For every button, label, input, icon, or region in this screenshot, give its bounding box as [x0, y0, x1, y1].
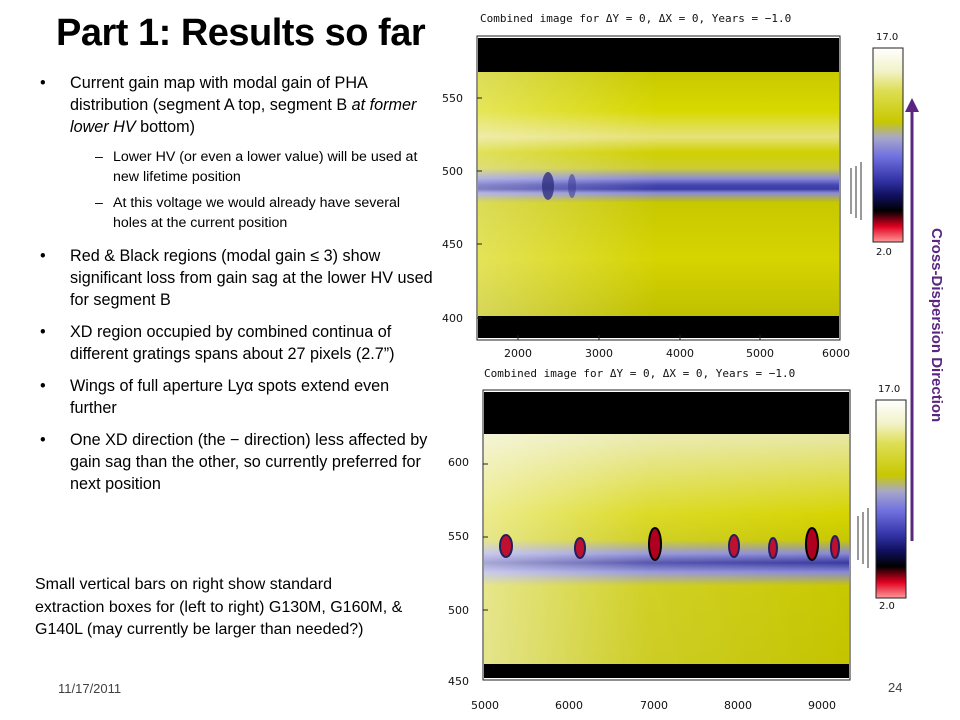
y-tick-label: 400: [442, 312, 463, 325]
x-tick-label: 5000: [471, 699, 499, 712]
bullet-text: One XD direction (the − direction) less …: [70, 431, 428, 493]
sub-bullet-item: – At this voltage we would already have …: [40, 194, 435, 233]
bullet-italic-text: at former lower HV: [70, 96, 417, 136]
colorbar-max-label: 17.0: [876, 32, 899, 43]
cross-dispersion-text: Cross-Dispersion Direction: [928, 228, 945, 423]
top-black-region: [478, 38, 839, 72]
x-tick-label: 5000: [746, 347, 774, 360]
x-tick-label: 2000: [504, 347, 532, 360]
slide-title: Part 1: Results so far: [56, 12, 426, 54]
x-tick-label: 8000: [724, 699, 752, 712]
x-tick-label: 6000: [822, 347, 850, 360]
top-plot-title: Combined image for ΔY = 0, ΔX = 0, Years…: [480, 12, 792, 25]
bullet-text: Current gain map with modal gain of PHA …: [70, 74, 367, 114]
bullet-dot: •: [40, 74, 46, 92]
bottom-plot-title: Combined image for ΔY = 0, ΔX = 0, Years…: [484, 367, 796, 380]
bottom-black-strip: [484, 664, 849, 678]
bottom-colorbar: [875, 399, 907, 599]
y-tick-label: 550: [448, 530, 469, 543]
ly-alpha-spots: [499, 527, 840, 561]
top-hot-spot: [542, 172, 554, 200]
bullet-item: • Current gain map with modal gain of PH…: [40, 72, 435, 138]
bullet-text: XD region occupied by combined continua …: [70, 323, 395, 363]
colorbar-min-label: 2.0: [879, 601, 895, 612]
sub-bullet-dash: –: [95, 149, 103, 165]
y-tick-label: 500: [448, 604, 469, 617]
bullet-dot: •: [40, 431, 46, 449]
bullet-item: • Red & Black regions (modal gain ≤ 3) s…: [40, 245, 435, 311]
bullet-dot: •: [40, 377, 46, 395]
bullet-item: • XD region occupied by combined continu…: [40, 321, 435, 365]
y-tick-label: 450: [448, 675, 469, 688]
extraction-box-bars: [857, 508, 869, 568]
bullet-text-end: bottom): [135, 118, 196, 136]
bottom-gain-map: [482, 389, 851, 681]
x-tick-label: 9000: [808, 699, 836, 712]
extraction-box-bars: [850, 162, 862, 220]
bullet-item: • One XD direction (the − direction) les…: [40, 429, 435, 495]
footer-date: 11/17/2011: [58, 681, 122, 696]
bullet-item: • Wings of full aperture Lyα spots exten…: [40, 375, 435, 419]
sub-bullet-dash: –: [95, 195, 103, 211]
sub-bullet-text: Lower HV (or even a lower value) will be…: [113, 149, 418, 185]
x-tick-label: 3000: [585, 347, 613, 360]
extraction-box-note: Small vertical bars on right show standa…: [35, 576, 403, 638]
colorbar-min-label: 2.0: [876, 247, 892, 258]
x-tick-label: 6000: [555, 699, 583, 712]
colorbar-max-label: 17.0: [878, 384, 901, 395]
y-tick-label: 550: [442, 92, 463, 105]
x-tick-label: 7000: [640, 699, 668, 712]
bullet-dot: •: [40, 247, 46, 265]
bottom-black-region: [478, 316, 839, 338]
x-tick-label: 4000: [666, 347, 694, 360]
y-tick-label: 450: [442, 238, 463, 251]
top-colorbar: [872, 47, 904, 243]
cross-dispersion-label: Cross-Dispersion Direction: [928, 228, 950, 468]
bullet-text: Red & Black regions (modal gain ≤ 3) sho…: [70, 247, 433, 309]
sub-bullet-text: At this voltage we would already have se…: [113, 195, 401, 231]
bottom-black-region: [484, 392, 849, 434]
bullet-list: • Current gain map with modal gain of PH…: [40, 72, 435, 505]
cross-dispersion-arrow-icon: [905, 98, 919, 541]
y-tick-label: 500: [442, 165, 463, 178]
bullet-dot: •: [40, 323, 46, 341]
top-gain-map: [476, 35, 841, 341]
sub-bullet-item: – Lower HV (or even a lower value) will …: [40, 148, 435, 187]
bullet-text: Wings of full aperture Lyα spots extend …: [70, 377, 390, 417]
page-number: 24: [888, 680, 903, 695]
y-tick-label: 600: [448, 456, 469, 469]
